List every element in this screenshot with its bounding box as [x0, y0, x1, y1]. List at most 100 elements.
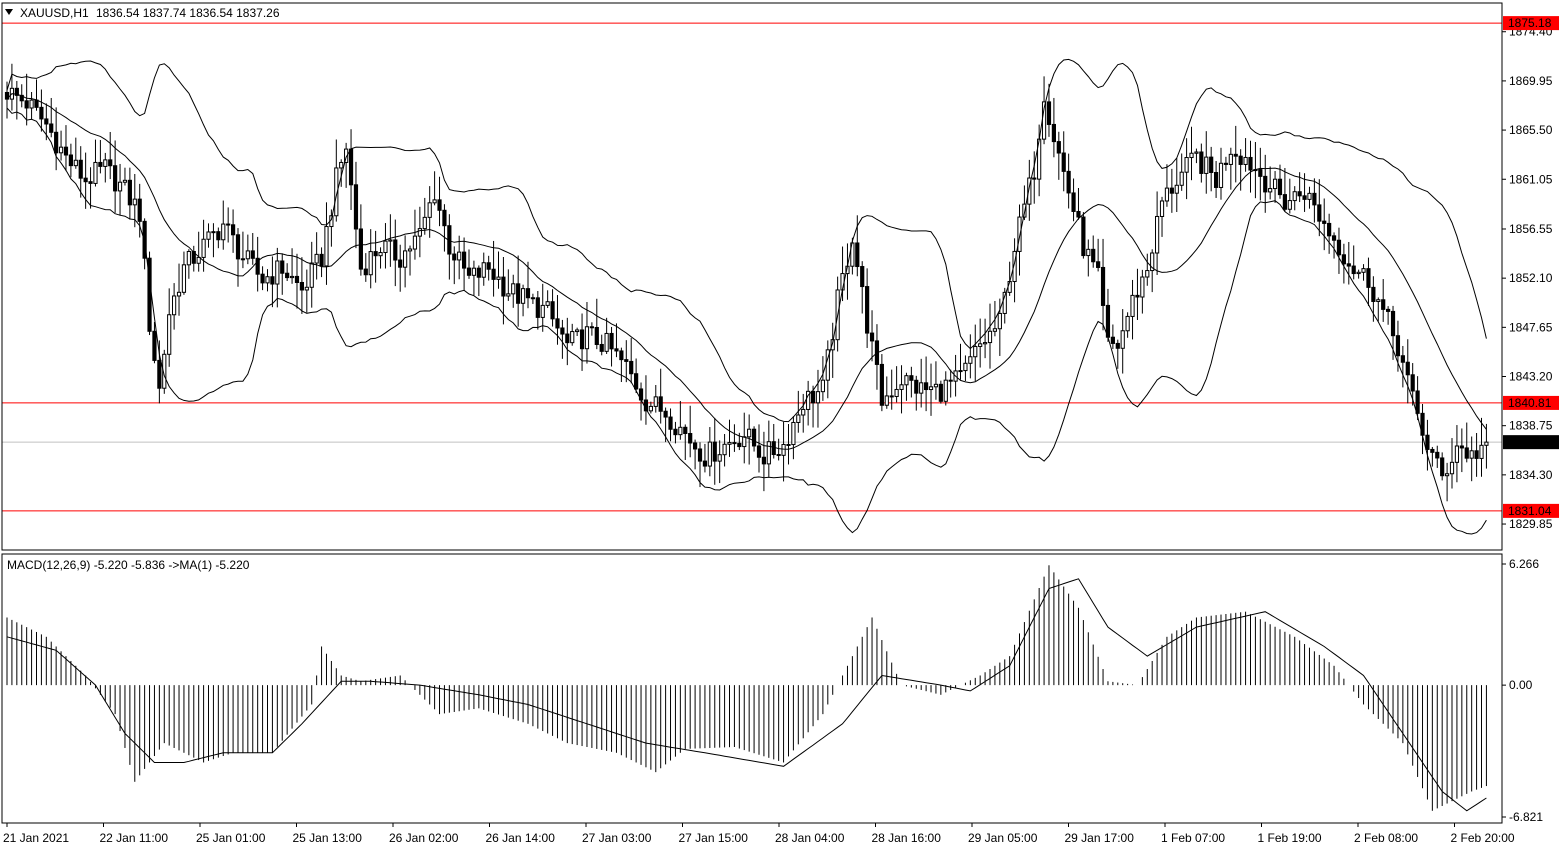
- candle-body[interactable]: [1405, 361, 1410, 376]
- candle-body[interactable]: [1115, 342, 1120, 349]
- candle-body[interactable]: [1218, 162, 1224, 188]
- candle-body[interactable]: [663, 410, 668, 418]
- candle-body[interactable]: [928, 386, 934, 391]
- candle-body[interactable]: [245, 250, 250, 260]
- candle-body[interactable]: [963, 362, 968, 372]
- candle-body[interactable]: [978, 343, 983, 347]
- candle-body[interactable]: [299, 281, 304, 291]
- candle-body[interactable]: [93, 161, 98, 184]
- candle-body[interactable]: [1346, 263, 1351, 267]
- candle-body[interactable]: [933, 383, 939, 388]
- candle-body[interactable]: [550, 301, 555, 320]
- candle-body[interactable]: [201, 238, 206, 258]
- candle-body[interactable]: [393, 239, 398, 261]
- candle-body[interactable]: [1184, 157, 1189, 173]
- candle-body[interactable]: [899, 384, 904, 390]
- candle-body[interactable]: [54, 131, 59, 154]
- candle-body[interactable]: [1243, 156, 1248, 165]
- candle-body[interactable]: [948, 379, 953, 382]
- candle-body[interactable]: [280, 260, 285, 274]
- candle-body[interactable]: [673, 428, 678, 436]
- candle-body[interactable]: [113, 165, 118, 192]
- candle-body[interactable]: [319, 253, 324, 267]
- candle-body[interactable]: [1322, 220, 1327, 224]
- candle-body[interactable]: [1484, 441, 1489, 446]
- candle-body[interactable]: [683, 426, 688, 435]
- candle-body[interactable]: [997, 312, 1002, 330]
- candle-body[interactable]: [830, 339, 835, 351]
- candle-body[interactable]: [565, 333, 570, 344]
- candle-body[interactable]: [157, 359, 162, 389]
- candle-body[interactable]: [575, 329, 580, 333]
- candle-body[interactable]: [525, 288, 531, 299]
- candle-body[interactable]: [678, 426, 683, 436]
- candle-body[interactable]: [968, 356, 973, 364]
- candle-body[interactable]: [924, 382, 929, 391]
- candle-body[interactable]: [1017, 216, 1022, 252]
- candle-body[interactable]: [1056, 141, 1061, 154]
- candle-body[interactable]: [172, 295, 177, 316]
- candle-body[interactable]: [1297, 191, 1302, 197]
- candle-body[interactable]: [1238, 155, 1243, 165]
- candle-body[interactable]: [1302, 195, 1307, 200]
- candle-body[interactable]: [260, 273, 265, 284]
- candle-body[interactable]: [776, 454, 781, 457]
- candle-body[interactable]: [68, 154, 73, 167]
- candle-body[interactable]: [230, 224, 236, 236]
- candle-body[interactable]: [432, 199, 437, 204]
- candle-body[interactable]: [285, 272, 290, 279]
- candle-body[interactable]: [1430, 448, 1435, 453]
- candle-body[interactable]: [250, 250, 255, 259]
- candle-body[interactable]: [987, 330, 993, 344]
- candle-body[interactable]: [1258, 169, 1263, 177]
- candle-body[interactable]: [1155, 215, 1160, 254]
- candle-body[interactable]: [693, 442, 698, 450]
- candle-body[interactable]: [496, 276, 501, 280]
- candle-body[interactable]: [39, 106, 44, 120]
- candle-body[interactable]: [73, 159, 78, 167]
- candle-body[interactable]: [235, 234, 241, 260]
- candle-body[interactable]: [226, 223, 231, 226]
- candle-body[interactable]: [44, 118, 49, 125]
- candle-body[interactable]: [1159, 200, 1165, 217]
- candle-body[interactable]: [388, 239, 393, 242]
- candle-body[interactable]: [545, 301, 550, 306]
- candle-body[interactable]: [49, 123, 54, 133]
- candle-body[interactable]: [103, 159, 108, 167]
- candle-body[interactable]: [648, 405, 653, 412]
- candle-body[interactable]: [1386, 308, 1391, 312]
- candle-body[interactable]: [270, 276, 275, 285]
- candle-body[interactable]: [1469, 450, 1474, 459]
- candle-body[interactable]: [1091, 248, 1096, 263]
- candle-body[interactable]: [1081, 216, 1086, 257]
- candle-body[interactable]: [506, 293, 511, 297]
- candle-body[interactable]: [860, 266, 865, 288]
- candle-body[interactable]: [786, 443, 791, 446]
- candle-body[interactable]: [914, 379, 919, 394]
- candle-body[interactable]: [452, 253, 457, 261]
- candle-body[interactable]: [14, 87, 19, 96]
- candle-body[interactable]: [108, 159, 113, 167]
- candle-body[interactable]: [132, 198, 137, 206]
- candle-body[interactable]: [398, 259, 403, 268]
- candle-body[interactable]: [191, 250, 196, 264]
- candle-body[interactable]: [255, 257, 260, 275]
- candle-body[interactable]: [63, 146, 69, 156]
- candle-body[interactable]: [766, 441, 771, 465]
- candle-body[interactable]: [1189, 152, 1194, 159]
- candle-body[interactable]: [594, 326, 599, 345]
- candle-body[interactable]: [1213, 172, 1219, 188]
- candle-body[interactable]: [806, 390, 811, 410]
- candle-body[interactable]: [530, 297, 536, 300]
- candle-body[interactable]: [417, 228, 422, 237]
- candle-body[interactable]: [884, 395, 889, 406]
- candle-body[interactable]: [1351, 265, 1356, 275]
- candle-body[interactable]: [486, 262, 491, 270]
- candle-body[interactable]: [1440, 457, 1445, 477]
- candle-body[interactable]: [29, 99, 34, 109]
- candle-body[interactable]: [919, 382, 924, 394]
- candle-body[interactable]: [363, 268, 368, 276]
- candle-body[interactable]: [1341, 254, 1346, 265]
- candle-body[interactable]: [732, 442, 737, 445]
- candle-body[interactable]: [1376, 299, 1381, 302]
